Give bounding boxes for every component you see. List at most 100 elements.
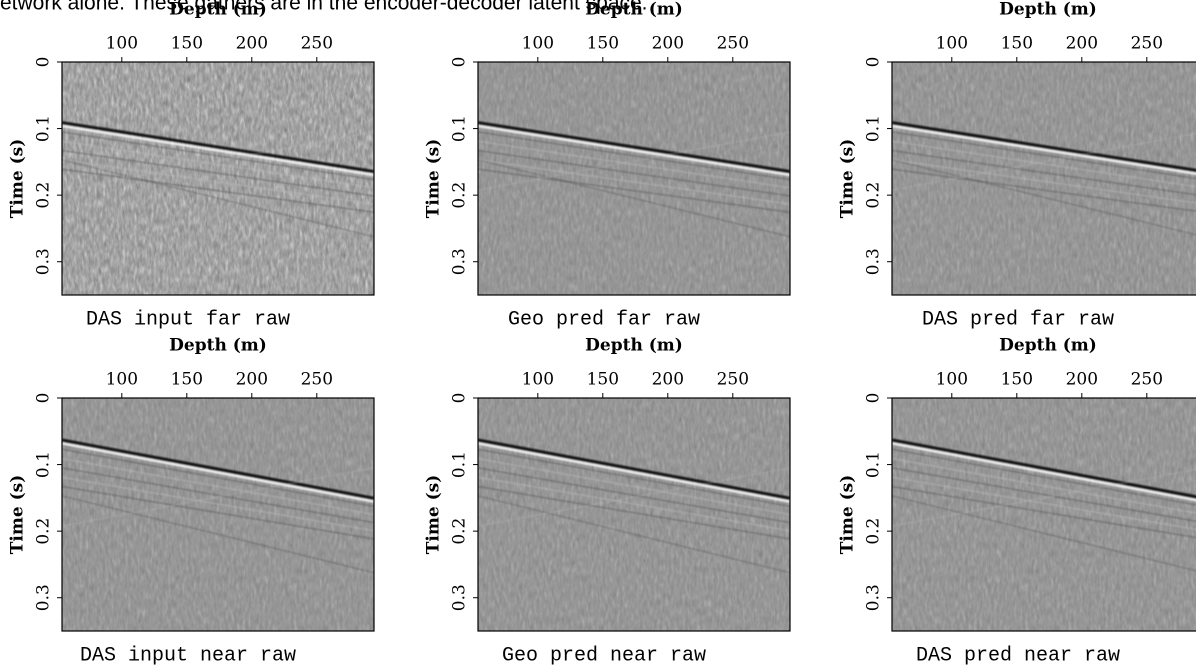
event [62, 131, 374, 181]
event [478, 159, 790, 238]
x-tick-label: 100 [936, 34, 968, 54]
gather-image [892, 398, 1196, 631]
y-tick-label: 0.2 [34, 182, 54, 209]
x-tick-label: 200 [236, 34, 268, 54]
y-tick-label: 0.3 [34, 248, 54, 275]
x-tick-label: 200 [1066, 34, 1098, 54]
event [892, 476, 1196, 531]
y-tick-label: 0.3 [864, 584, 884, 611]
panel: Depth (m) 100 150 200 250 Time (s) 0 0.1 0.2 0.3 G… [424, 0, 791, 331]
x-tick-label: 100 [106, 34, 138, 54]
gather-image [892, 62, 1196, 295]
event [478, 168, 790, 214]
event [478, 467, 790, 524]
event [478, 485, 790, 540]
image-noise [62, 398, 374, 631]
event [62, 485, 374, 540]
event [62, 438, 374, 500]
x-tick-label: 250 [1131, 34, 1163, 54]
x-axis-label: Depth (m) [169, 336, 267, 356]
event [892, 168, 1196, 212]
panel: Depth (m) 100 150 200 250 Time (s) 0 0.1 0.2 0.3 D… [8, 0, 375, 331]
x-tick-label: 150 [171, 370, 203, 390]
x-tick-label: 250 [717, 34, 749, 54]
image-noise [478, 398, 790, 631]
y-tick-label: 0.3 [450, 248, 470, 275]
y-tick-label: 0.3 [34, 584, 54, 611]
x-tick-label: 100 [106, 370, 138, 390]
panel-title: DAS pred near raw [916, 644, 1120, 666]
x-tick-label: 150 [1001, 370, 1033, 390]
event [62, 442, 374, 503]
event [892, 131, 1196, 180]
image-noise [478, 62, 790, 295]
image-noise [892, 398, 1196, 631]
y-tick-label: 0.1 [34, 115, 54, 142]
event [478, 149, 790, 197]
event [892, 438, 1196, 499]
event [892, 149, 1196, 196]
event [892, 159, 1196, 204]
x-axis-label: Depth (m) [999, 0, 1097, 20]
event [62, 121, 374, 173]
x-tick-label: 200 [1066, 370, 1098, 390]
panel: Depth (m) 100 150 200 250 Time (s) 0 0.1 0.2 0.3 D… [838, 0, 1196, 331]
event [478, 438, 790, 500]
event [478, 131, 790, 181]
event [62, 495, 374, 574]
y-axis-label: Time (s) [8, 475, 28, 555]
x-tick-label: 150 [587, 34, 619, 54]
event [62, 448, 374, 508]
frame [477, 397, 791, 632]
gather-image [478, 398, 790, 631]
y-tick-label: 0.2 [34, 518, 54, 545]
event [62, 149, 374, 197]
gather-image [478, 62, 790, 295]
event [478, 467, 790, 527]
event [62, 467, 374, 524]
x-tick-label: 100 [936, 370, 968, 390]
y-tick-label: 0.1 [864, 115, 884, 142]
x-tick-label: 250 [717, 370, 749, 390]
y-tick-label: 0.3 [864, 248, 884, 275]
x-tick-label: 150 [1001, 34, 1033, 54]
x-tick-label: 150 [587, 370, 619, 390]
event [62, 457, 374, 516]
gather-image [62, 398, 374, 631]
x-tick-label: 200 [652, 34, 684, 54]
event [62, 168, 374, 214]
event [62, 140, 374, 189]
x-tick-label: 250 [1131, 370, 1163, 390]
event [478, 121, 790, 173]
x-axis-label: Depth (m) [999, 336, 1097, 356]
panel-title: DAS input near raw [80, 644, 296, 666]
x-tick-label: 250 [301, 370, 333, 390]
y-tick-label: 0.2 [864, 182, 884, 209]
event [478, 448, 790, 508]
frame [61, 397, 375, 632]
event [478, 476, 790, 532]
event [892, 495, 1196, 572]
panel-title: DAS input far raw [86, 308, 290, 331]
y-tick-label: 0 [34, 57, 54, 68]
y-tick-label: 0.3 [450, 584, 470, 611]
y-tick-label: 0.1 [34, 451, 54, 478]
event [478, 457, 790, 516]
event [892, 457, 1196, 514]
y-axis-label: Time (s) [838, 475, 858, 555]
event [478, 131, 790, 191]
event [892, 124, 1196, 176]
event [478, 495, 790, 574]
panel-title: Geo pred near raw [502, 644, 706, 666]
event [892, 485, 1196, 539]
image-noise [62, 62, 374, 295]
y-tick-label: 0.2 [450, 518, 470, 545]
x-tick-label: 250 [301, 34, 333, 54]
y-tick-label: 0.2 [450, 182, 470, 209]
event [892, 132, 1196, 191]
event [62, 159, 374, 238]
panel-title: DAS pred far raw [922, 308, 1114, 331]
frame [61, 61, 375, 296]
x-tick-label: 200 [652, 370, 684, 390]
